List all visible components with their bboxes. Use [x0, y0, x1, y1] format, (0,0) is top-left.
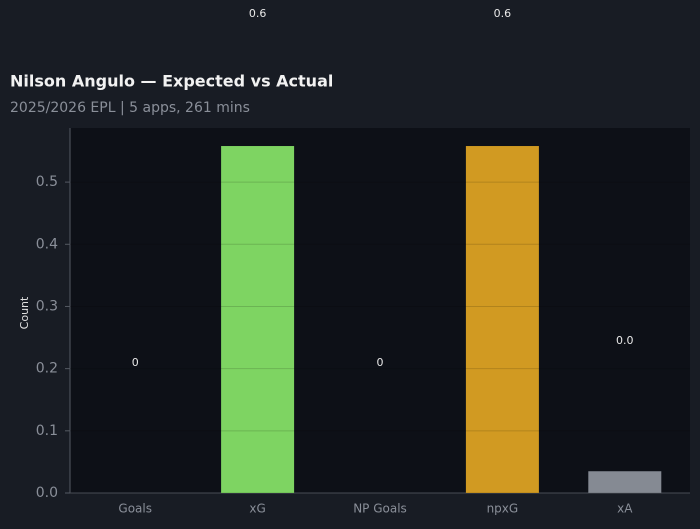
- value-label: 0: [132, 356, 139, 369]
- value-label: 0.6: [494, 7, 512, 20]
- bar: [465, 146, 539, 494]
- bar: [221, 146, 295, 494]
- value-label: 0.6: [249, 7, 267, 20]
- x-tick-label: xG: [249, 502, 265, 516]
- y-tick-label: 0.1: [36, 423, 58, 439]
- x-tick-label: NP Goals: [353, 502, 407, 516]
- x-tick-label: npxG: [487, 502, 519, 516]
- chart-subtitle: 2025/2026 EPL | 5 apps, 261 mins: [10, 100, 250, 116]
- bar: [588, 471, 662, 493]
- x-tick-label: xA: [617, 502, 633, 516]
- y-tick-label: 0.0: [36, 485, 58, 501]
- value-label: 0.0: [616, 334, 634, 347]
- x-tick-label: Goals: [118, 502, 152, 516]
- plot-area: [70, 128, 690, 493]
- chart-title: Nilson Angulo — Expected vs Actual: [10, 72, 333, 91]
- y-tick-label: 0.2: [36, 361, 58, 377]
- value-label: 0: [377, 356, 384, 369]
- y-tick-label: 0.3: [36, 298, 58, 314]
- y-tick-label: 0.5: [36, 174, 58, 190]
- y-axis-label: Count: [18, 296, 31, 329]
- y-tick-label: 0.4: [36, 236, 58, 252]
